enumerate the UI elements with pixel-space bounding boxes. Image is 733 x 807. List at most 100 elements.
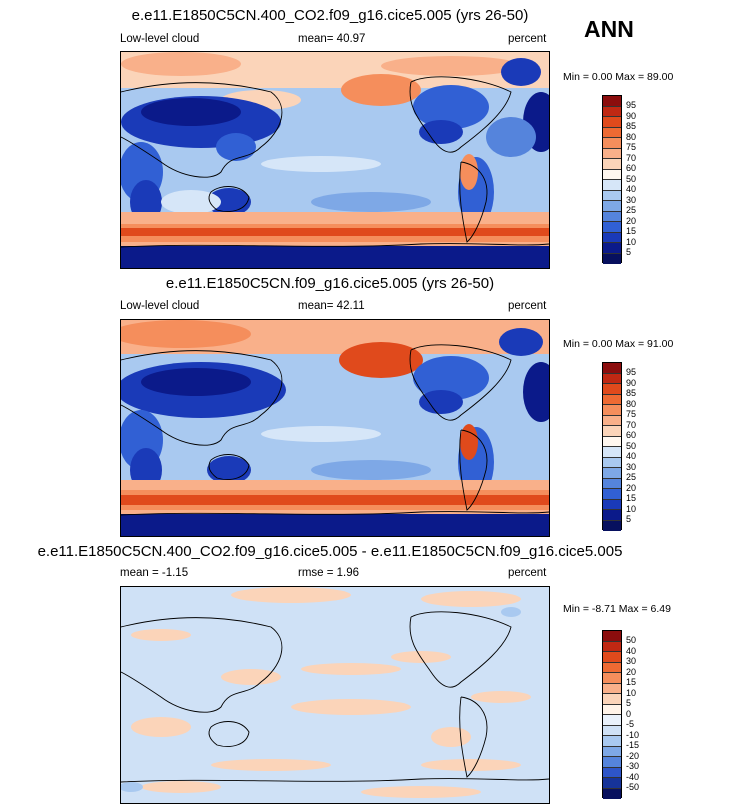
panel3-rmse-label: rmse = 1.96 — [298, 567, 360, 579]
colorbar-tick-label: 90 — [626, 377, 637, 388]
colorbar-swatch — [603, 746, 621, 757]
panel2-minmax: Min = 0.00 Max = 91.00 — [563, 338, 674, 350]
panel1-map-svg — [121, 52, 549, 268]
colorbar-tick-label: 70 — [626, 419, 637, 430]
colorbar-tick-label: 50 — [626, 635, 637, 645]
colorbar-swatch — [603, 373, 621, 384]
colorbar-swatch — [603, 436, 621, 447]
colorbar-swatch — [603, 683, 621, 694]
panel3-mean-label: mean = -1.15 — [120, 567, 189, 579]
colorbar-swatch — [603, 190, 621, 201]
panel3-colorbar — [602, 630, 622, 799]
colorbar-swatch — [603, 778, 621, 789]
colorbar-tick-label: 50 — [626, 173, 637, 184]
colorbar-tick-label: 40 — [626, 184, 637, 194]
colorbar-swatch — [603, 641, 621, 652]
colorbar-tick-label: 10 — [626, 687, 637, 698]
colorbar-swatch — [603, 363, 621, 374]
panel2-units-label: percent — [508, 300, 547, 312]
panel1-colorbar — [602, 95, 622, 264]
colorbar-tick-label: 25 — [626, 472, 637, 482]
colorbar-swatch — [603, 694, 621, 705]
colorbar-swatch — [603, 222, 621, 233]
colorbar-tick-label: 10 — [626, 236, 637, 247]
colorbar-tick-label: 40 — [626, 451, 637, 461]
colorbar-swatch — [603, 725, 621, 736]
panel1-title: e.e11.E1850C5CN.400_CO2.f09_g16.cice5.00… — [131, 7, 529, 24]
panel1-units-label: percent — [508, 33, 547, 45]
colorbar-tick-label: 5 — [626, 514, 632, 524]
panel2-variable-label: Low-level cloud — [120, 300, 200, 312]
panel3-map — [120, 586, 550, 804]
colorbar-swatch — [603, 520, 621, 531]
colorbar-tick-label: 15 — [626, 226, 637, 236]
colorbar-tick-label: 95 — [626, 367, 637, 377]
colorbar-tick-label: 70 — [626, 152, 637, 163]
colorbar-swatch — [603, 96, 621, 107]
colorbar-tick-label: -30 — [626, 761, 640, 771]
colorbar-tick-label: 0 — [626, 708, 632, 719]
panel2-mean-label: mean= 42.11 — [298, 300, 365, 312]
colorbar-swatch — [603, 767, 621, 778]
colorbar-tick-label: 50 — [626, 440, 637, 451]
colorbar-tick-label: 25 — [626, 205, 637, 215]
colorbar-tick-label: -20 — [626, 750, 640, 761]
panel3-title: e.e11.E1850C5CN.400_CO2.f09_g16.cice5.00… — [37, 543, 623, 560]
colorbar-swatch — [603, 180, 621, 191]
colorbar-swatch — [603, 631, 621, 642]
colorbar-tick-label: 30 — [626, 461, 637, 472]
colorbar-tick-label: 15 — [626, 493, 637, 503]
colorbar-swatch — [603, 757, 621, 768]
colorbar-tick-label: 30 — [626, 194, 637, 205]
colorbar-tick-label: 80 — [626, 131, 637, 142]
colorbar-tick-label: 75 — [626, 142, 637, 152]
panel2-map-svg — [121, 320, 549, 536]
colorbar-swatch — [603, 426, 621, 437]
colorbar-tick-label: -10 — [626, 729, 640, 740]
colorbar-swatch — [603, 148, 621, 159]
colorbar-swatch — [603, 201, 621, 212]
colorbar-tick-label: 90 — [626, 110, 637, 121]
panel2-map — [120, 319, 550, 537]
panel1-variable-label: Low-level cloud — [120, 33, 200, 45]
colorbar-tick-label: 60 — [626, 163, 637, 173]
colorbar-swatch — [603, 673, 621, 684]
colorbar-tick-label: 20 — [626, 666, 637, 677]
colorbar-tick-label: 60 — [626, 430, 637, 440]
colorbar-swatch — [603, 106, 621, 117]
colorbar-swatch — [603, 394, 621, 405]
panel3-units-label: percent — [508, 567, 547, 579]
colorbar-swatch — [603, 253, 621, 264]
colorbar-swatch — [603, 384, 621, 395]
colorbar-swatch — [603, 117, 621, 128]
colorbar-swatch — [603, 489, 621, 500]
colorbar-swatch — [603, 715, 621, 726]
colorbar-tick-label: -50 — [626, 782, 640, 792]
colorbar-swatch — [603, 457, 621, 468]
colorbar-tick-label: 85 — [626, 388, 637, 398]
colorbar-tick-label: 5 — [626, 247, 632, 257]
panel3-minmax: Min = -8.71 Max = 6.49 — [563, 603, 671, 615]
colorbar-tick-label: -15 — [626, 740, 640, 750]
colorbar-tick-label: 20 — [626, 482, 637, 493]
colorbar-tick-label: 75 — [626, 409, 637, 419]
colorbar-swatch — [603, 478, 621, 489]
colorbar-tick-label: 20 — [626, 215, 637, 226]
colorbar-tick-label: 40 — [626, 645, 637, 656]
colorbar-swatch — [603, 415, 621, 426]
colorbar-swatch — [603, 662, 621, 673]
colorbar-tick-label: -40 — [626, 771, 640, 782]
panel3-map-svg — [121, 587, 549, 803]
panel2-title: e.e11.E1850C5CN.f09_g16.cice5.005 (yrs 2… — [165, 275, 495, 292]
colorbar-tick-label: 30 — [626, 656, 637, 666]
colorbar-tick-label: -5 — [626, 719, 635, 729]
colorbar-swatch — [603, 788, 621, 799]
colorbar-swatch — [603, 138, 621, 149]
colorbar-swatch — [603, 169, 621, 180]
colorbar-tick-label: 85 — [626, 121, 637, 131]
colorbar-swatch — [603, 243, 621, 254]
colorbar-swatch — [603, 232, 621, 243]
colorbar-swatch — [603, 652, 621, 663]
colorbar-swatch — [603, 468, 621, 479]
colorbar-tick-label: 5 — [626, 698, 632, 708]
